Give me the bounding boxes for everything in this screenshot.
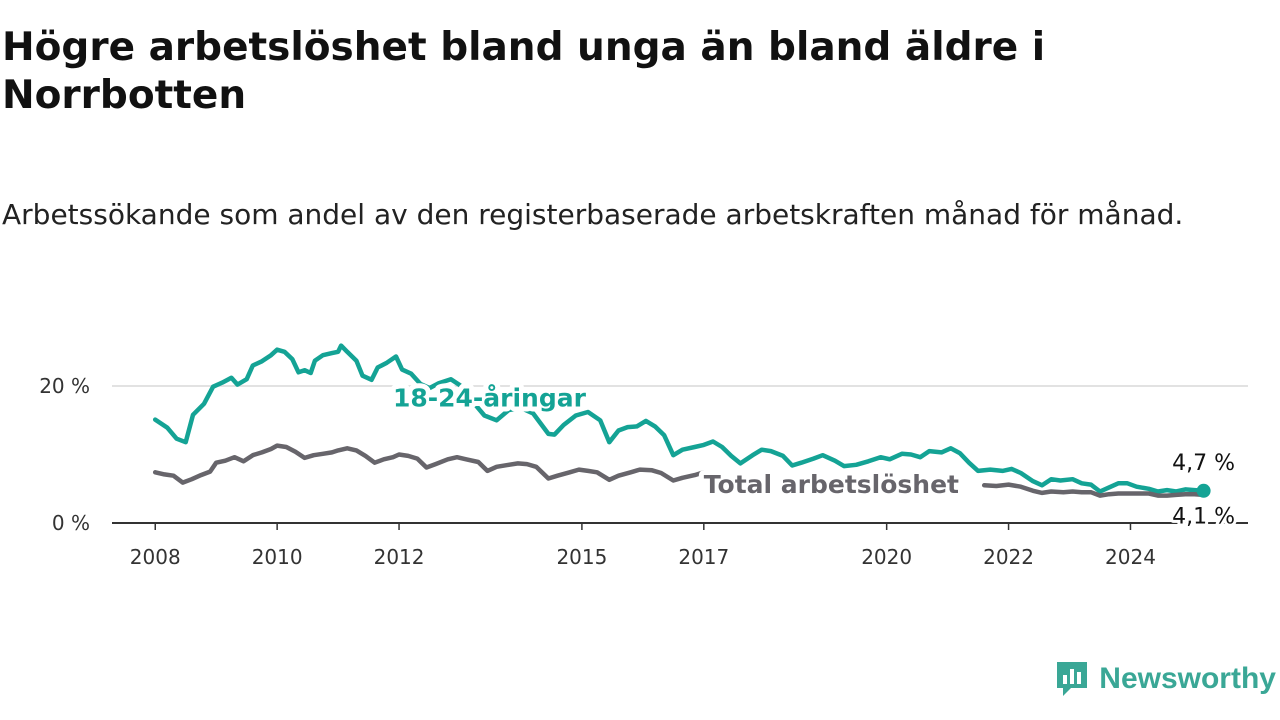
x-tick-label: 2020 <box>861 545 912 569</box>
brand-name: Newsworthy <box>1099 662 1276 695</box>
page-title: Högre arbetslöshet bland unga än bland ä… <box>2 25 1046 118</box>
axes: 0 % 20 % 2008 2010 2012 2015 2017 2020 2022 2024 <box>39 374 1248 569</box>
end-value-label-youth: 4,7 % <box>1172 451 1235 476</box>
series-label-0: 18-24-åringar <box>393 384 587 413</box>
end-value-label-total: 4,1 % <box>1172 504 1235 529</box>
x-tick-label: 2010 <box>252 545 303 569</box>
series-lines <box>152 343 1211 498</box>
series-line-0 <box>152 343 1206 494</box>
series-label-1: Total arbetslöshet <box>704 470 959 499</box>
series-line-1 <box>152 443 707 485</box>
x-tick-label: 2015 <box>556 545 607 569</box>
newsworthy-logo-icon <box>1057 662 1088 696</box>
series-labels: 18-24-åringar Total arbetslöshet 4,7 % 4,1 … <box>388 379 1238 533</box>
y-tick-label: 20 % <box>39 374 90 398</box>
y-tick-label: 0 % <box>52 511 90 535</box>
x-tick-label: 2024 <box>1105 545 1156 569</box>
newsworthy-logo: Newsworthy <box>1055 660 1276 698</box>
x-tick-label: 2017 <box>678 545 729 569</box>
page-subtitle: Arbetssökande som andel av den registerb… <box>2 198 1184 231</box>
x-tick-label: 2008 <box>130 545 181 569</box>
x-tick-label: 2022 <box>983 545 1034 569</box>
x-tick-label: 2012 <box>374 545 425 569</box>
series-line-2 <box>981 482 1206 498</box>
line-chart: 0 %20 %2008 2010 2012 2015 2017 2020 2022 2024 … <box>39 343 1248 569</box>
series-end-marker <box>1196 483 1211 498</box>
